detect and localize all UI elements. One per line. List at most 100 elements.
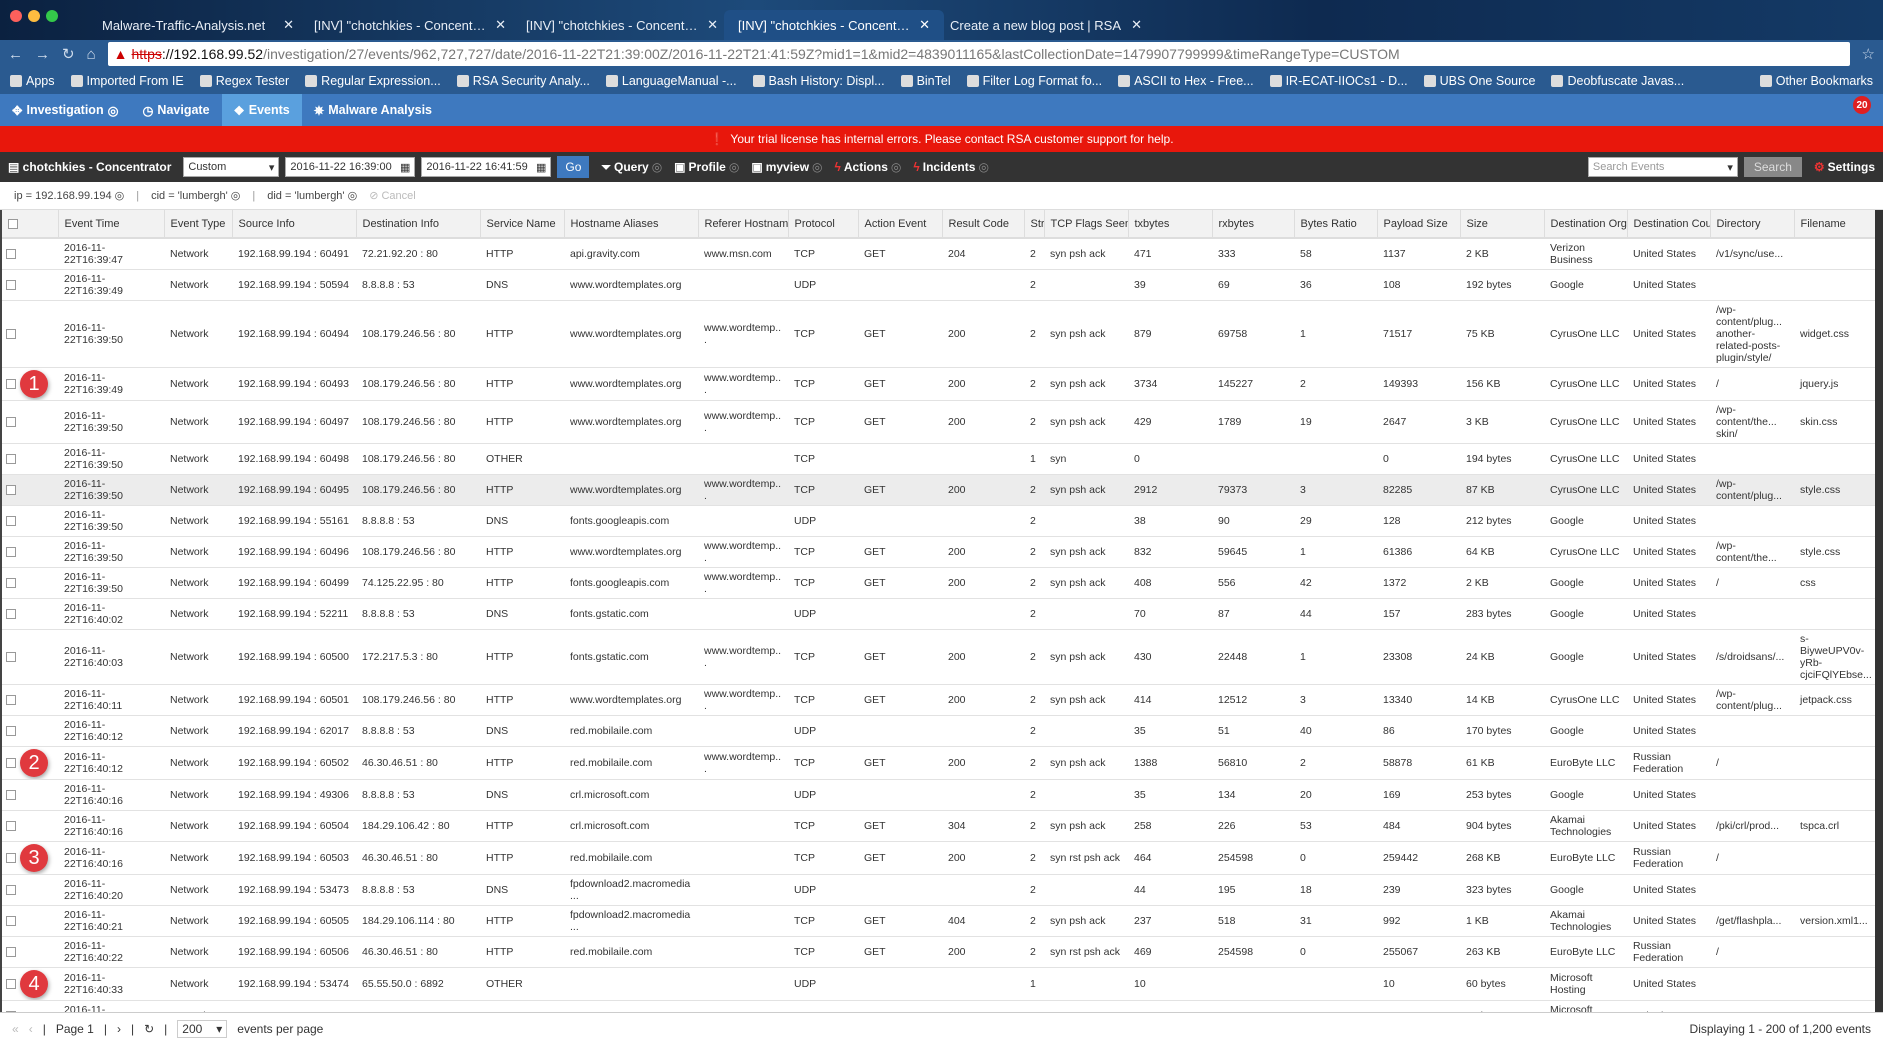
- remove-filter-icon[interactable]: ◎: [227, 190, 241, 202]
- bookmark-item[interactable]: UBS One Source: [1423, 74, 1535, 88]
- row-checkbox[interactable]: [6, 485, 16, 496]
- table-row[interactable]: 2016-11-22T16:39:50 Network 192.168.99.194…: [2, 536, 1875, 568]
- first-page-icon[interactable]: «: [12, 1021, 19, 1036]
- row-checkbox[interactable]: [6, 695, 16, 706]
- browser-tab[interactable]: [INV] "chotchkies - Concentrator ✕: [512, 10, 732, 40]
- notification-badge[interactable]: 20: [1853, 96, 1871, 114]
- nav-events[interactable]: ❖ Events: [221, 94, 302, 126]
- row-checkbox-cell[interactable]: 3: [2, 841, 58, 875]
- bookmark-item[interactable]: Imported From IE: [70, 74, 184, 88]
- forward-icon[interactable]: →: [35, 45, 50, 63]
- row-checkbox[interactable]: [6, 947, 16, 958]
- browser-tab[interactable]: [INV] "chotchkies - Concentrator ✕: [724, 10, 944, 40]
- row-checkbox-cell[interactable]: [2, 715, 58, 747]
- row-checkbox-cell[interactable]: [2, 1000, 58, 1012]
- column-header[interactable]: Bytes Ratio: [1294, 210, 1378, 239]
- query-filter[interactable]: ip = 192.168.99.194 ◎: [14, 189, 124, 202]
- table-row[interactable]: 2016-11-22T16:40:02 Network 192.168.99.194…: [2, 598, 1875, 630]
- table-row[interactable]: 2016-11-22T16:39:50 Network 192.168.99.194…: [2, 505, 1875, 537]
- close-tab-icon[interactable]: ✕: [1131, 17, 1142, 32]
- row-checkbox-cell[interactable]: [2, 536, 58, 568]
- table-row[interactable]: 2016-11-22T16:39:50 Network 192.168.99.194…: [2, 443, 1875, 475]
- row-checkbox-cell[interactable]: [2, 567, 58, 599]
- search-events-input[interactable]: Search Events ▾: [1587, 157, 1738, 177]
- row-checkbox-cell[interactable]: [2, 400, 58, 444]
- row-checkbox[interactable]: [6, 454, 16, 465]
- bookmark-item[interactable]: Apps: [10, 74, 55, 88]
- table-row[interactable]: 3 2016-11-22T16:40:16 Network 192.168.99.19…: [2, 841, 1875, 875]
- table-row[interactable]: 2016-11-22T16:40:11 Network 192.168.99.194…: [2, 684, 1875, 716]
- row-checkbox[interactable]: [6, 547, 16, 558]
- start-time-input[interactable]: 2016-11-22 16:39:00 ▦: [285, 157, 416, 177]
- close-tab-icon[interactable]: ✕: [919, 17, 930, 32]
- end-time-input[interactable]: 2016-11-22 16:41:59 ▦: [421, 157, 552, 177]
- bookmark-item[interactable]: Regex Tester: [199, 74, 289, 88]
- table-row[interactable]: 2016-11-22T16:39:50 Network 192.168.99.194…: [2, 400, 1875, 444]
- row-checkbox-cell[interactable]: [2, 269, 58, 301]
- row-checkbox-cell[interactable]: [2, 874, 58, 906]
- row-checkbox[interactable]: [6, 790, 16, 801]
- table-row[interactable]: 2016-11-22T16:40:21 Network 192.168.99.194…: [2, 905, 1875, 937]
- column-header[interactable]: Destination Org: [1544, 210, 1628, 239]
- row-checkbox[interactable]: [6, 379, 16, 389]
- query-filter[interactable]: cid = 'lumbergh' ◎: [151, 189, 240, 202]
- actions-menu[interactable]: ϟ Actions ◎: [835, 160, 902, 174]
- bookmark-item[interactable]: Regular Expression...: [305, 74, 441, 88]
- column-header[interactable]: Event Time: [58, 210, 165, 239]
- table-row[interactable]: 1 2016-11-22T16:39:49 Network 192.168.99.19…: [2, 367, 1875, 401]
- back-icon[interactable]: ←: [8, 45, 23, 63]
- row-checkbox-cell[interactable]: [2, 505, 58, 537]
- nav-dropdown-icon[interactable]: ◎: [107, 103, 119, 118]
- close-tab-icon[interactable]: ✕: [495, 17, 506, 32]
- maximize-window-button[interactable]: [46, 10, 58, 22]
- nav-malware-analysis[interactable]: ✵ Malware Analysis: [302, 94, 444, 126]
- bookmark-item[interactable]: BinTel: [900, 74, 951, 88]
- column-header[interactable]: txbytes: [1128, 210, 1213, 239]
- column-header[interactable]: Protocol: [788, 210, 859, 239]
- column-header[interactable]: Event Type: [164, 210, 233, 239]
- table-row[interactable]: 4 2016-11-22T16:40:33 Network 192.168.99.19…: [2, 967, 1875, 1001]
- close-tab-icon[interactable]: ✕: [707, 17, 718, 32]
- star-icon[interactable]: ☆: [1861, 46, 1875, 63]
- column-header[interactable]: rxbytes: [1212, 210, 1295, 239]
- table-row[interactable]: 2016-11-22T16:40:20 Network 192.168.99.194…: [2, 874, 1875, 906]
- row-checkbox-cell[interactable]: 2: [2, 746, 58, 780]
- home-icon[interactable]: ⌂: [86, 45, 96, 63]
- row-checkbox[interactable]: [6, 1011, 16, 1012]
- table-row[interactable]: 2016-11-22T16:40:16 Network 192.168.99.194…: [2, 779, 1875, 811]
- remove-filter-icon[interactable]: ◎: [344, 190, 358, 202]
- query-filter[interactable]: did = 'lumbergh' ◎: [267, 189, 357, 202]
- refresh-icon[interactable]: ↻: [144, 1021, 155, 1036]
- column-header[interactable]: Referer Hostname: [698, 210, 789, 239]
- row-checkbox[interactable]: [6, 885, 16, 896]
- column-header[interactable]: TCP Flags Seen: [1044, 210, 1129, 239]
- row-checkbox-cell[interactable]: [2, 443, 58, 475]
- close-window-button[interactable]: [10, 10, 22, 22]
- row-checkbox[interactable]: [6, 726, 16, 737]
- close-tab-icon[interactable]: ✕: [283, 17, 294, 32]
- calendar-icon[interactable]: ▦: [399, 161, 411, 174]
- row-checkbox[interactable]: [6, 652, 16, 663]
- settings-button[interactable]: ⚙ Settings: [1814, 160, 1875, 174]
- other-bookmarks[interactable]: Other Bookmarks: [1759, 74, 1873, 88]
- bookmark-item[interactable]: ASCII to Hex - Free...: [1118, 74, 1254, 88]
- column-header[interactable]: Action Event: [858, 210, 943, 239]
- bookmark-item[interactable]: Deobfuscate Javas...: [1551, 74, 1684, 88]
- table-row[interactable]: 2016-11-22T16:40:03 Network 192.168.99.194…: [2, 629, 1875, 685]
- row-checkbox[interactable]: [6, 853, 16, 863]
- table-row[interactable]: 2016-11-22T16:40:33Network192.168.99.194…: [2, 1000, 1875, 1012]
- column-header[interactable]: Directory: [1710, 210, 1795, 239]
- minimize-window-button[interactable]: [28, 10, 40, 22]
- row-checkbox[interactable]: [6, 249, 16, 260]
- row-checkbox-cell[interactable]: [2, 629, 58, 685]
- remove-filter-icon[interactable]: ◎: [111, 190, 125, 202]
- table-row[interactable]: 2016-11-22T16:39:50 Network 192.168.99.194…: [2, 300, 1875, 368]
- time-range-select[interactable]: Custom ▾: [183, 157, 280, 177]
- prev-page-icon[interactable]: ‹: [28, 1021, 33, 1036]
- column-header[interactable]: Source Info: [232, 210, 357, 239]
- table-row[interactable]: 2016-11-22T16:39:47 Network 192.168.99.194…: [2, 238, 1875, 270]
- row-checkbox-cell[interactable]: [2, 238, 58, 270]
- select-all-cell[interactable]: [2, 210, 59, 239]
- column-header[interactable]: Hostname Aliases: [564, 210, 699, 239]
- row-checkbox[interactable]: [6, 609, 16, 620]
